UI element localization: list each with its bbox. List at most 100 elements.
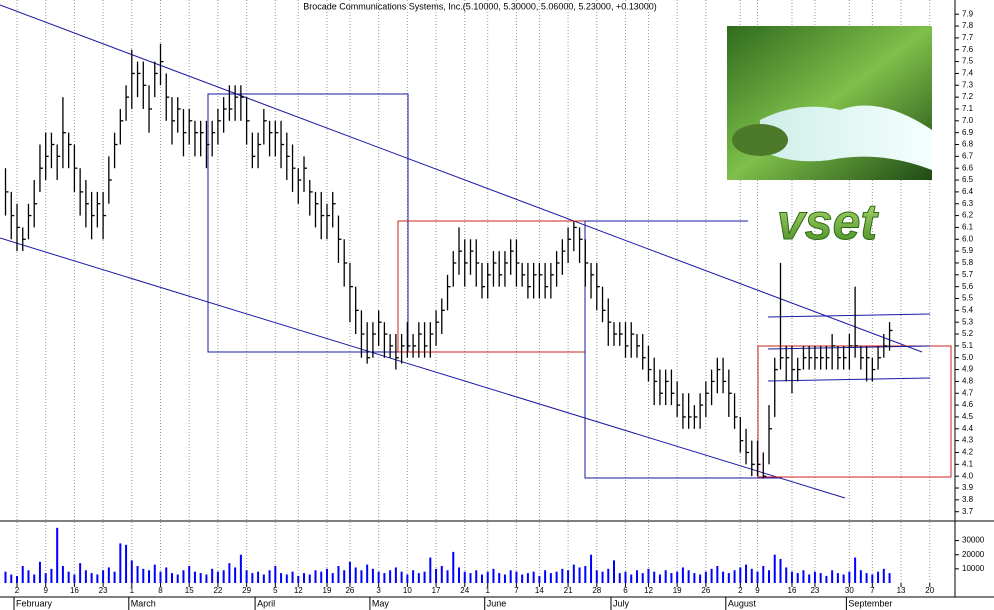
y-tick-label: 7.3: [962, 80, 974, 89]
y-tick-label: 6.2: [962, 211, 974, 220]
x-tick-label: 17: [432, 586, 441, 595]
y-tick-label: 7.1: [962, 104, 974, 113]
y-tick-label: 6.8: [962, 140, 974, 149]
x-tick-label: 13: [897, 586, 906, 595]
y-tick-label: 4.7: [962, 388, 974, 397]
box: [584, 221, 782, 479]
chart-title: Brocade Communications Systems, Inc.(5.1…: [303, 1, 656, 11]
y-tick-label: 6.7: [962, 151, 974, 160]
month-label: August: [728, 598, 757, 608]
y-tick-label: 5.0: [962, 353, 974, 362]
trend-line: [0, 4, 923, 353]
y-tick-label: 4.0: [962, 471, 974, 480]
y-tick-label: 5.7: [962, 270, 974, 279]
y-tick-label: 20000: [962, 550, 985, 559]
photo-water: [760, 105, 932, 170]
x-tick-label: 16: [70, 586, 79, 595]
y-tick-label: 7.5: [962, 57, 974, 66]
x-tick-label: 1: [485, 586, 490, 595]
y-tick-label: 5.4: [962, 305, 974, 314]
trend-line: [0, 237, 846, 499]
x-tick-label: 26: [345, 586, 354, 595]
month-label: May: [372, 598, 390, 608]
x-tick-label: 1: [130, 586, 135, 595]
y-tick-label: 4.1: [962, 459, 974, 468]
y-tick-label: 3.8: [962, 495, 974, 504]
x-tick-label: 29: [242, 586, 251, 595]
x-tick-label: 26: [701, 586, 710, 595]
logo: vset: [777, 194, 879, 250]
photo-rock: [732, 124, 788, 156]
y-tick-label: 5.6: [962, 282, 974, 291]
y-tick-label: 4.8: [962, 377, 974, 386]
grid: [16, 0, 931, 583]
y-tick-label: 6.6: [962, 163, 974, 172]
y-tick-label: 4.9: [962, 365, 974, 374]
x-tick-label: 7: [870, 586, 875, 595]
y-tick-label: 5.8: [962, 258, 974, 267]
y-tick-label: 4.2: [962, 448, 974, 457]
y-tick-label: 5.1: [962, 341, 974, 350]
x-tick-label: 23: [99, 586, 108, 595]
x-tick-label: 10: [403, 586, 412, 595]
y-tick-label: 7.8: [962, 21, 974, 30]
channel-line: [767, 313, 931, 318]
x-tick-label: 9: [755, 586, 760, 595]
x-tick-label: 5: [273, 586, 278, 595]
y-tick-label: 4.5: [962, 412, 974, 421]
y-tick-label: 7.7: [962, 33, 974, 42]
y-tick-label: 7.0: [962, 116, 974, 125]
y-tick-label: 6.9: [962, 128, 974, 137]
x-tick-label: 20: [925, 586, 934, 595]
x-tick-label: 12: [294, 586, 303, 595]
x-tick-label: 14: [535, 586, 544, 595]
x-tick-label: 8: [158, 586, 163, 595]
x-tick-label: 7: [514, 586, 519, 595]
photo: [727, 26, 932, 180]
x-tick-label: 24: [460, 586, 469, 595]
month-label: April: [257, 598, 275, 608]
y-tick-label: 3.7: [962, 507, 974, 516]
channel-line: [767, 377, 931, 382]
trend-drawings: [0, 4, 952, 499]
y-tick-label: 4.4: [962, 424, 974, 433]
y-tick-label: 7.4: [962, 69, 974, 78]
month-label: July: [613, 598, 630, 608]
y-tick-label: 5.5: [962, 294, 974, 303]
month-label: February: [16, 598, 53, 608]
y-tick-label: 7.2: [962, 92, 974, 101]
x-tick-label: 21: [564, 586, 573, 595]
y-tick-label: 5.3: [962, 317, 974, 326]
y-tick-label: 6.1: [962, 223, 974, 232]
x-tick-label: 15: [185, 586, 194, 595]
x-tick-label: 2: [15, 586, 20, 595]
x-tick-label: 28: [592, 586, 601, 595]
y-tick-label: 4.6: [962, 400, 974, 409]
month-label: March: [131, 598, 156, 608]
x-tick-label: 23: [810, 586, 819, 595]
y-tick-label: 7.9: [962, 9, 974, 18]
x-tick-label: 3: [376, 586, 381, 595]
y-tick-label: 10000: [962, 564, 985, 573]
y-tick-label: 30000: [962, 536, 985, 545]
y-tick-label: 6.3: [962, 199, 974, 208]
y-tick-label: 6.5: [962, 175, 974, 184]
x-tick-label: 30: [845, 586, 854, 595]
x-tick-label: 9: [43, 586, 48, 595]
y-tick-label: 6.0: [962, 234, 974, 243]
y-tick-label: 7.6: [962, 45, 974, 54]
month-label: June: [487, 598, 507, 608]
box: [757, 345, 952, 478]
x-tick-label: 12: [644, 586, 653, 595]
x-tick-label: 6: [623, 586, 628, 595]
y-tick-label: 5.9: [962, 246, 974, 255]
x-tick-label: 22: [213, 586, 222, 595]
x-tick-label: 19: [673, 586, 682, 595]
x-tick-label: 2: [738, 586, 743, 595]
month-label: September: [848, 598, 892, 608]
box: [207, 93, 409, 353]
y-tick-label: 6.4: [962, 187, 974, 196]
y-tick-label: 5.2: [962, 329, 974, 338]
y-tick-label: 3.9: [962, 483, 974, 492]
